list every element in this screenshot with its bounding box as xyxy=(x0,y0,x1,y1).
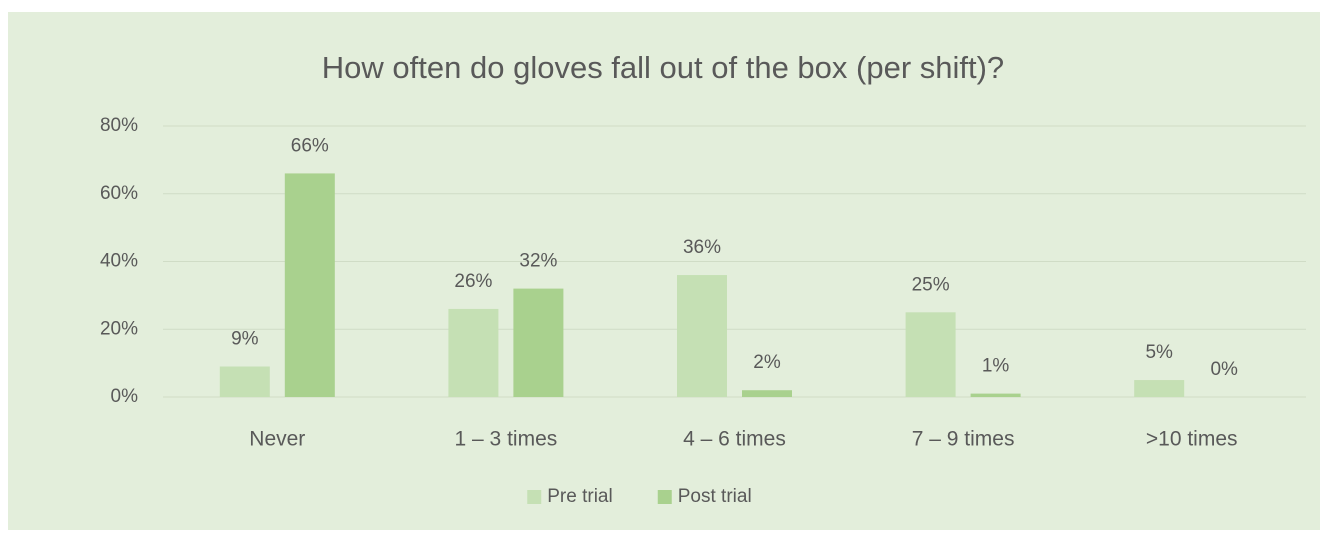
data-label: 26% xyxy=(454,271,492,292)
bar xyxy=(220,367,270,397)
data-label: 1% xyxy=(982,356,1010,377)
x-tick-label: >10 times xyxy=(1146,428,1238,451)
bar xyxy=(448,309,498,397)
y-tick-label: 60% xyxy=(100,183,138,204)
chart-title: How often do gloves fall out of the box … xyxy=(322,50,1004,85)
x-tick-label: Never xyxy=(249,428,305,451)
x-tick-label: 7 – 9 times xyxy=(912,428,1015,451)
data-label: 9% xyxy=(231,329,259,350)
legend-swatch xyxy=(658,490,672,504)
bar xyxy=(285,173,335,397)
bar xyxy=(742,390,792,397)
legend-label: Post trial xyxy=(678,486,752,507)
data-label: 36% xyxy=(683,237,721,258)
chart-background xyxy=(8,12,1320,530)
x-tick-label: 4 – 6 times xyxy=(683,428,786,451)
chart: How often do gloves fall out of the box … xyxy=(0,0,1326,537)
y-tick-label: 80% xyxy=(100,115,138,136)
data-label: 25% xyxy=(912,274,950,295)
legend-label: Pre trial xyxy=(547,486,612,507)
data-label: 0% xyxy=(1210,359,1238,380)
y-tick-label: 0% xyxy=(111,386,139,407)
legend-swatch xyxy=(527,490,541,504)
bar xyxy=(906,312,956,397)
data-label: 2% xyxy=(753,352,781,373)
bar xyxy=(513,289,563,397)
bar xyxy=(1134,380,1184,397)
x-tick-label: 1 – 3 times xyxy=(455,428,558,451)
y-tick-label: 20% xyxy=(100,318,138,339)
data-label: 5% xyxy=(1145,342,1173,363)
y-tick-label: 40% xyxy=(100,251,138,272)
bar xyxy=(677,275,727,397)
data-label: 66% xyxy=(291,135,329,156)
bar xyxy=(971,394,1021,397)
data-label: 32% xyxy=(519,251,557,272)
